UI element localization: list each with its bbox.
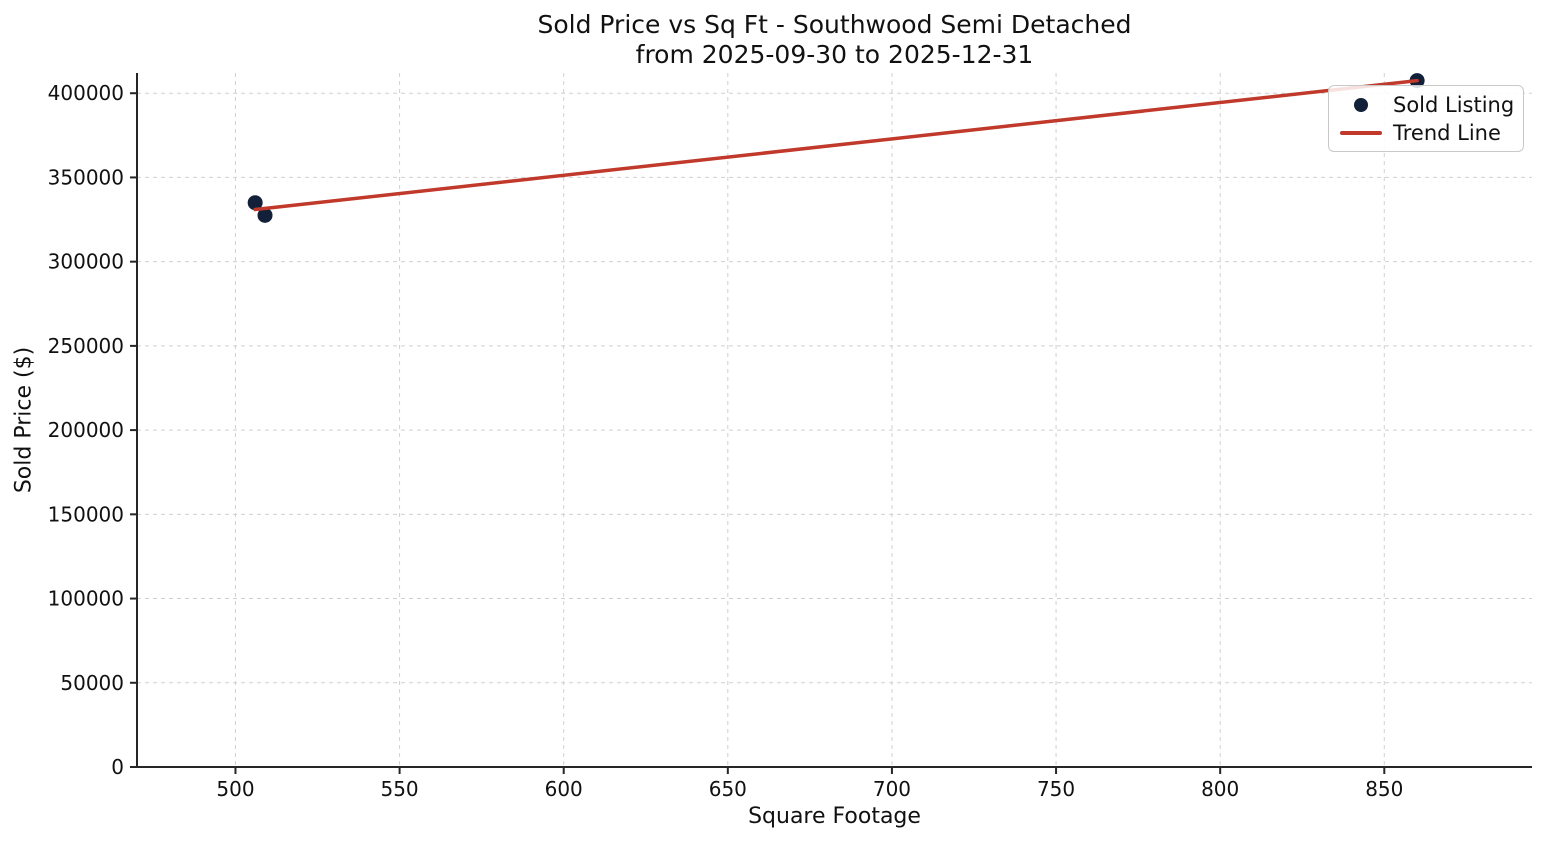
- legend-swatch: [1339, 130, 1383, 135]
- x-tick-label: 800: [1201, 777, 1239, 801]
- y-tick-label: 150000: [48, 502, 124, 526]
- y-tick-label: 0: [111, 755, 124, 779]
- x-tick-label: 550: [380, 777, 418, 801]
- x-tick-label: 600: [545, 777, 583, 801]
- y-tick-label: 250000: [48, 334, 124, 358]
- scatter-point: [257, 207, 273, 223]
- y-tick-label: 400000: [48, 81, 124, 105]
- legend: Sold Listing Trend Line: [1328, 85, 1524, 152]
- y-axis-label: Sold Price ($): [11, 346, 37, 494]
- scatter-point: [247, 195, 263, 211]
- legend-item-trend-line: Trend Line: [1339, 120, 1513, 145]
- y-tick-label: 350000: [48, 165, 124, 189]
- legend-label-sold-listing: Sold Listing: [1393, 92, 1515, 117]
- y-tick-label: 50000: [60, 671, 124, 695]
- chart-title: Sold Price vs Sq Ft - Southwood Semi Det…: [137, 10, 1532, 70]
- chart-title-line2: from 2025-09-30 to 2025-12-31: [635, 40, 1034, 69]
- x-tick-label: 700: [873, 777, 911, 801]
- x-tick-label: 650: [709, 777, 747, 801]
- trend-line: [253, 78, 1419, 212]
- x-tick-label: 500: [216, 777, 254, 801]
- legend-swatch: [1339, 97, 1383, 112]
- trend-line-icon: [1340, 130, 1382, 135]
- x-tick-label: 850: [1365, 777, 1403, 801]
- x-axis-label: Square Footage: [748, 804, 921, 829]
- legend-item-sold-listing: Sold Listing: [1339, 92, 1515, 117]
- y-tick-label: 300000: [48, 250, 124, 274]
- y-tick-label: 200000: [48, 418, 124, 442]
- x-tick-label: 750: [1037, 777, 1075, 801]
- y-tick-label: 100000: [48, 587, 124, 611]
- legend-label-trend-line: Trend Line: [1393, 120, 1501, 145]
- chart-title-line1: Sold Price vs Sq Ft - Southwood Semi Det…: [537, 10, 1132, 39]
- scatter-marker-icon: [1354, 97, 1368, 112]
